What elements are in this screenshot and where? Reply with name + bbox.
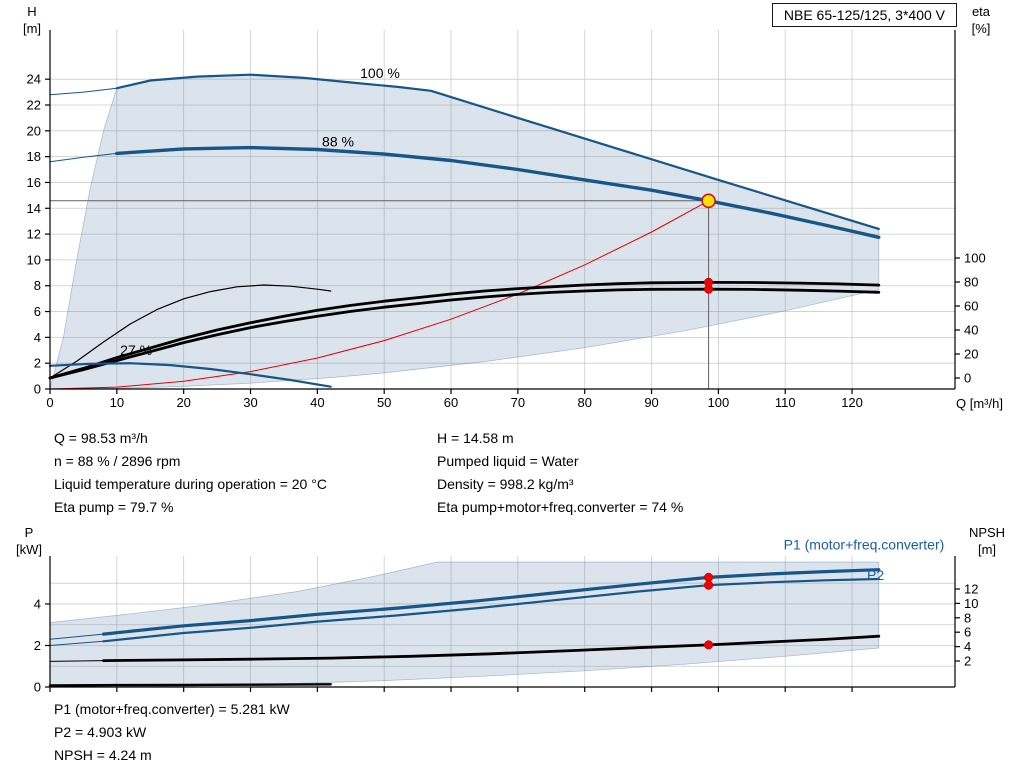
y-left-tick-label: 2 <box>34 638 41 653</box>
x-tick-label: 110 <box>775 395 796 410</box>
y-left-tick-label: 24 <box>27 72 41 87</box>
curve-eta-ref-100 <box>49 284 332 379</box>
npsh-axis-label: NPSH [m] <box>960 524 1014 558</box>
duty-dot-marker <box>704 640 714 650</box>
p-axis-label: P [kW] <box>8 524 50 558</box>
p-axis-label-symbol: P <box>24 525 34 540</box>
curve-speed-100pct <box>115 73 880 230</box>
y-left-tick-label: 8 <box>34 278 41 293</box>
curve-label: P1 (motor+freq.converter) <box>784 537 945 553</box>
density-text: Density = 998.2 kg/m³ <box>437 476 574 492</box>
duty-dot-marker <box>704 572 714 582</box>
eta-pump-text: Eta pump = 79.7 % <box>54 499 174 515</box>
y-right-tick-label: 2 <box>964 654 971 669</box>
y-right-tick-label: 4 <box>964 639 971 654</box>
duty-dot-marker <box>704 284 714 294</box>
duty-flow-text: Q = 98.53 m³/h <box>54 430 148 446</box>
y-left-tick-label: 4 <box>34 596 41 611</box>
npsh-axis-label-symbol: NPSH <box>968 525 1006 540</box>
x-tick-label: 10 <box>110 395 124 410</box>
operating-envelope <box>49 561 880 688</box>
operating-point-marker <box>701 193 716 209</box>
liquid-temp-text: Liquid temperature during operation = 20… <box>54 476 327 492</box>
curve-label: 88 % <box>322 133 354 149</box>
curve-eta-pump <box>48 280 881 380</box>
pump-model-box: NBE 65-125/125, 3*400 V <box>771 3 957 27</box>
y-left-tick-label: 22 <box>27 98 41 113</box>
curve-label: 27 % <box>120 342 152 358</box>
y-left-tick-label: 18 <box>27 149 41 164</box>
y-right-tick-label: 60 <box>964 298 978 313</box>
curve-speed-27pct <box>48 362 332 388</box>
x-tick-label: 0 <box>46 395 53 410</box>
eta-axis-label-unit: [%] <box>971 21 991 36</box>
curve-speed-88pct <box>115 145 881 240</box>
curve-p2 <box>102 577 880 643</box>
p-axis-label-unit: [kW] <box>16 542 42 557</box>
curve-label: 100 % <box>360 65 400 81</box>
y-right-tick-label: 8 <box>964 610 971 625</box>
y-right-tick-label: 0 <box>964 370 971 385</box>
curve-system-curve <box>49 200 710 390</box>
y-left-tick-label: 10 <box>27 252 41 267</box>
y-left-tick-label: 4 <box>34 330 41 345</box>
x-tick-label: 30 <box>243 395 257 410</box>
x-tick-label: 120 <box>841 395 863 410</box>
x-tick-label: 90 <box>644 395 658 410</box>
y-left-tick-label: 0 <box>34 382 41 397</box>
curve-p2-ext <box>49 640 104 646</box>
npsh-value-text: NPSH = 4.24 m <box>54 747 152 763</box>
duty-head-text: H = 14.58 m <box>437 430 514 446</box>
eta-axis-label-symbol: eta <box>971 4 991 19</box>
curve-eta-total <box>48 287 881 380</box>
y-left-tick-label: 12 <box>27 227 41 242</box>
curve-npsh <box>102 634 881 662</box>
y-left-tick-label: 20 <box>27 123 41 138</box>
y-right-tick-label: 80 <box>964 274 978 289</box>
p1-value-text: P1 (motor+freq.converter) = 5.281 kW <box>54 701 290 717</box>
curve-npsh-ext <box>49 660 104 662</box>
x-tick-label: 40 <box>310 395 324 410</box>
curve-p-min-speed <box>48 683 332 687</box>
y-left-tick-label: 16 <box>27 175 41 190</box>
x-tick-label: 80 <box>577 395 591 410</box>
x-tick-label: 70 <box>511 395 525 410</box>
pumped-liquid-text: Pumped liquid = Water <box>437 453 579 469</box>
curve-speed-88pct-ext <box>49 152 117 163</box>
y-right-tick-label: 100 <box>964 250 986 265</box>
eta-total-text: Eta pump+motor+freq.converter = 74 % <box>437 499 684 515</box>
curve-p1-ext <box>49 633 104 640</box>
h-axis-label-unit: [m] <box>22 21 42 36</box>
duty-dot-marker <box>704 580 714 590</box>
y-left-tick-label: 0 <box>34 680 41 695</box>
q-axis-label: Q [m³/h] <box>956 396 1003 411</box>
x-tick-label: 20 <box>176 395 190 410</box>
duty-speed-text: n = 88 % / 2896 rpm <box>54 453 181 469</box>
curve-p1 <box>101 568 881 636</box>
h-axis-label-symbol: H <box>27 4 37 19</box>
p2-value-text: P2 = 4.903 kW <box>54 724 147 740</box>
curve-label: P2 <box>867 567 884 583</box>
y-right-tick-label: 12 <box>964 581 978 596</box>
x-tick-label: 100 <box>708 395 730 410</box>
y-right-tick-label: 6 <box>964 625 971 640</box>
y-right-tick-label: 40 <box>964 322 978 337</box>
y-right-tick-label: 20 <box>964 346 978 361</box>
y-left-tick-label: 14 <box>27 201 41 216</box>
curve-speed-100pct-ext <box>49 87 117 96</box>
npsh-axis-label-unit: [m] <box>977 542 997 557</box>
x-tick-label: 60 <box>444 395 458 410</box>
y-left-tick-label: 6 <box>34 304 41 319</box>
eta-axis-label: eta [%] <box>962 3 1000 37</box>
y-right-tick-label: 10 <box>964 596 978 611</box>
y-left-tick-label: 2 <box>34 356 41 371</box>
h-axis-label: H [m] <box>14 3 50 37</box>
x-tick-label: 50 <box>377 395 391 410</box>
